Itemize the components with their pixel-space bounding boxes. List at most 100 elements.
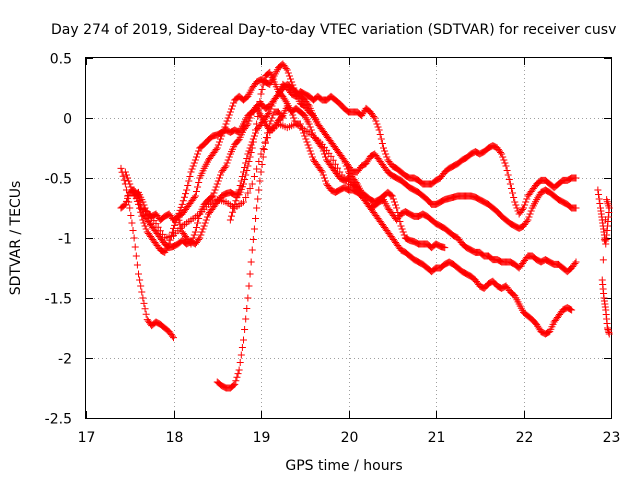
data-point [125,191,133,199]
data-point [234,370,242,378]
data-point [213,180,221,188]
data-point [304,101,312,108]
data-point [174,212,182,220]
data-point [221,164,229,171]
data-point [122,171,130,179]
data-point [290,114,298,122]
data-point [317,167,325,174]
y-axis-label: SDTVAR / TECUs [8,181,24,296]
data-point [135,270,142,278]
x-axis-label: GPS time / hours [285,458,402,474]
data-point [130,234,138,242]
data-point [265,110,273,117]
data-point [222,162,230,170]
data-point [358,112,366,120]
data-point [135,200,142,208]
data-point [191,192,199,200]
data-point [156,227,164,235]
data-point [522,198,530,206]
data-point [248,180,256,188]
data-point [397,222,405,230]
data-point [187,240,195,248]
data-point [249,236,257,243]
data-point [523,218,531,225]
data-point [141,222,149,230]
data-point [244,189,252,197]
data-point [571,260,579,267]
data-point [232,197,240,205]
data-point [331,160,339,168]
data-point [170,224,177,232]
data-point [140,206,148,214]
data-point [121,200,129,208]
data-point [213,144,221,152]
data-point [256,110,264,118]
data-point [572,204,580,212]
data-point [266,120,274,128]
data-point [188,237,196,245]
data-point [394,209,402,216]
data-point [226,216,234,224]
data-point [223,159,231,167]
data-point [567,305,575,313]
data-point [380,144,387,152]
data-point [302,135,310,143]
data-point [525,213,533,221]
data-point [183,186,191,194]
data-point [230,99,238,107]
data-point [192,153,200,161]
data-point [242,159,250,167]
data-point [119,172,127,180]
data-point [120,201,128,209]
data-point [241,164,249,171]
data-point [268,102,276,110]
data-point [602,216,610,224]
data-point [535,324,543,332]
data-point [605,330,613,338]
data-point [214,141,222,149]
data-point [279,92,287,100]
data-point [154,223,162,231]
data-point [520,204,527,212]
y-tick-label: 0.5 [50,52,72,68]
data-point [441,244,449,252]
data-point [392,201,400,209]
data-point [188,165,196,173]
data-point [307,150,315,158]
data-point [231,380,239,388]
data-point [235,366,243,374]
data-point [398,225,406,233]
series-track-e [174,80,580,248]
data-point [283,66,291,74]
data-point [499,153,507,161]
x-tick-label: 18 [166,430,184,446]
data-point [362,160,370,168]
data-point [243,305,251,312]
data-point [130,188,138,196]
data-point [186,173,194,180]
data-point [281,96,289,104]
data-point [142,207,149,215]
data-point [128,219,136,227]
data-point [250,132,258,140]
series-track-i [594,186,613,338]
y-tick-label: -2.5 [45,412,72,428]
data-point [121,168,129,176]
data-point [127,183,135,191]
y-tick-label: -0.5 [45,172,72,188]
data-point [377,135,385,143]
data-point [198,228,206,236]
data-point [209,192,217,200]
data-point [322,177,330,185]
data-point [195,147,203,155]
data-point [371,114,379,122]
data-point [257,168,265,176]
data-point [136,204,144,212]
data-point [595,191,603,198]
data-point [572,174,580,182]
data-point [235,186,243,194]
data-point [240,336,247,344]
data-point [210,189,218,197]
data-point [137,282,145,290]
chart-title: Day 274 of 2019, Sidereal Day-to-day VTE… [51,22,616,38]
